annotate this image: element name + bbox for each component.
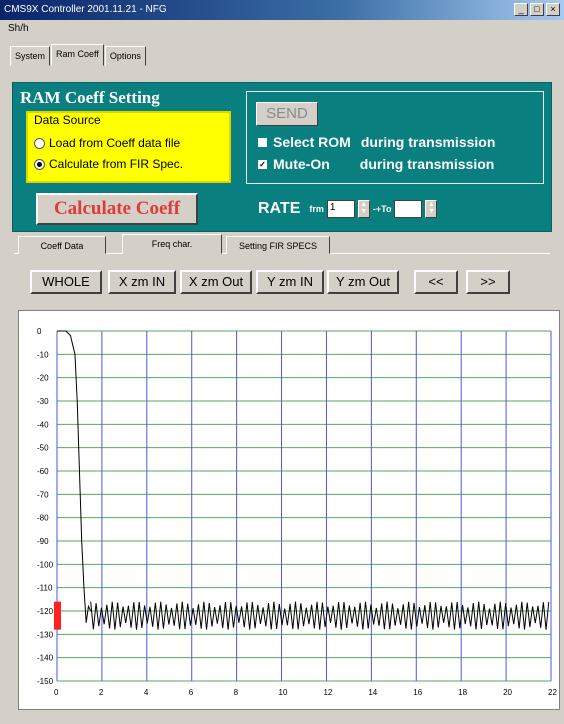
- x-zoom-out-button[interactable]: X zm Out: [180, 270, 252, 294]
- y-tick-label: -10: [37, 350, 49, 359]
- radio-calc-label: Calculate from FIR Spec.: [49, 157, 184, 171]
- radio-load-label: Load from Coeff data file: [49, 136, 181, 150]
- window-title: CMS9X Controller 2001.11.21 - NFG: [4, 4, 167, 15]
- freq-response-chart: 0 -10 -20 -30 -40 -50 -60 -70 -80 -90 -100 -110 -120…: [37, 327, 557, 697]
- x-tick-label: 6: [189, 688, 194, 697]
- radio-icon[interactable]: [34, 137, 45, 149]
- y-tick-label: -80: [37, 514, 49, 523]
- scroll-left-button[interactable]: <<: [414, 270, 458, 294]
- y-zoom-out-button[interactable]: Y zm Out: [327, 270, 399, 294]
- menu-item[interactable]: Sh/h: [8, 23, 29, 34]
- rate-from-spin[interactable]: ▲ ▼: [357, 200, 370, 218]
- freq-chart-area: 0 -10 -20 -30 -40 -50 -60 -70 -80 -90 -100 -110 -120…: [18, 310, 560, 710]
- select-rom-suffix: during transmission: [360, 134, 496, 150]
- status-bar: [0, 716, 564, 724]
- close-button[interactable]: ×: [546, 3, 560, 16]
- y-tick-label: -100: [37, 560, 54, 569]
- window-titlebar: CMS9X Controller 2001.11.21 - NFG: [0, 0, 564, 20]
- radio-selected-icon[interactable]: [34, 158, 45, 170]
- minimize-button[interactable]: _: [514, 3, 528, 16]
- tab-options[interactable]: Options: [104, 46, 146, 66]
- y-tick-label: -90: [37, 537, 49, 546]
- x-tick-label: 12: [323, 688, 332, 697]
- calculate-coeff-button[interactable]: Calculate Coeff: [36, 193, 198, 225]
- response-line: [57, 330, 92, 623]
- checkbox-select-rom[interactable]: Select ROM during transmission: [258, 134, 495, 150]
- rate-control: RATE frm 1 ▲ ▼ -+To ▲ ▼: [258, 200, 438, 218]
- x-tick-label: 4: [144, 688, 149, 697]
- y-tick-label: -60: [37, 467, 49, 476]
- select-rom-label: Select ROM: [273, 134, 351, 150]
- y-tick-label: -20: [37, 374, 49, 383]
- x-tick-label: 22: [548, 688, 557, 697]
- radio-load-coeff[interactable]: Load from Coeff data file: [34, 136, 180, 150]
- scroll-right-button[interactable]: >>: [466, 270, 510, 294]
- x-tick-label: 18: [458, 688, 467, 697]
- maximize-button[interactable]: □: [530, 3, 544, 16]
- tab-ram-coeff[interactable]: Ram Coeff: [51, 44, 104, 66]
- y-tick-label: -120: [37, 607, 54, 616]
- x-tick-label: 14: [368, 688, 377, 697]
- tab-coeff-data[interactable]: Coeff Data: [18, 236, 106, 254]
- data-source-label: Data Source: [34, 113, 101, 127]
- rate-to-label: -+To: [372, 204, 392, 214]
- x-tick-label: 2: [99, 688, 104, 697]
- checkbox-mute-on[interactable]: ✓ Mute-On during transmission: [258, 156, 494, 172]
- y-tick-label: -150: [37, 677, 54, 686]
- tab-setting-fir-specs[interactable]: Setting FIR SPECS: [226, 236, 330, 254]
- data-source-group: [26, 111, 231, 183]
- x-zoom-in-button[interactable]: X zm IN: [108, 270, 176, 294]
- top-tabs: System Ram Coeff Options: [10, 44, 147, 66]
- y-tick-label: -50: [37, 444, 49, 453]
- y-tick-label: -140: [37, 654, 54, 663]
- whole-button[interactable]: WHOLE: [30, 270, 102, 294]
- radio-calc-fir[interactable]: Calculate from FIR Spec.: [34, 157, 183, 171]
- rate-from-label: frm: [309, 204, 324, 214]
- x-tick-label: 8: [234, 688, 239, 697]
- send-group: [246, 91, 544, 184]
- cursor-marker: [54, 601, 61, 630]
- mute-on-label: Mute-On: [273, 156, 330, 172]
- y-tick-label: -130: [37, 630, 54, 639]
- rate-from-input[interactable]: 1: [326, 200, 355, 218]
- x-tick-label: 16: [413, 688, 422, 697]
- y-tick-label: -110: [37, 584, 53, 593]
- y-tick-label: -70: [37, 490, 49, 499]
- y-zoom-in-button[interactable]: Y zm IN: [256, 270, 324, 294]
- x-tick-label: 20: [503, 688, 512, 697]
- y-tick-label: -30: [37, 397, 49, 406]
- mute-on-suffix: during transmission: [359, 156, 495, 172]
- panel-title: RAM Coeff Setting: [20, 88, 160, 107]
- tab-freq-char[interactable]: Freq char.: [122, 234, 222, 254]
- checkbox-checked-icon[interactable]: ✓: [258, 159, 267, 169]
- x-tick-label: 0: [54, 688, 59, 697]
- x-tick-label: 10: [279, 688, 288, 697]
- tab-system[interactable]: System: [10, 46, 51, 66]
- checkbox-icon[interactable]: [258, 137, 267, 147]
- y-tick-label: -40: [37, 420, 49, 429]
- menubar: Sh/h: [0, 20, 564, 38]
- send-button[interactable]: SEND: [256, 102, 318, 126]
- y-tick-label: 0: [37, 327, 42, 336]
- rate-label: RATE: [258, 200, 301, 217]
- rate-to-input[interactable]: [394, 200, 423, 218]
- rate-to-spin[interactable]: ▲ ▼: [425, 200, 438, 218]
- stopband-ripple-line: [90, 601, 550, 630]
